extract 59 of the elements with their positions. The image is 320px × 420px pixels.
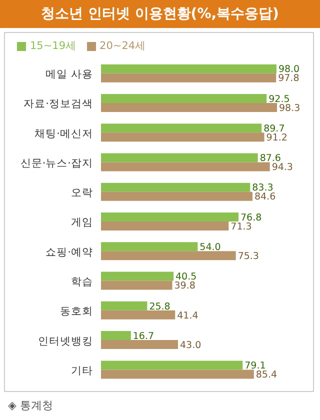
- data-label: 98.3: [279, 102, 300, 114]
- data-label: 79.1: [244, 360, 266, 372]
- y-tick-label: 신문·뉴스·잡지: [20, 157, 93, 170]
- data-label: 16.7: [132, 330, 154, 342]
- legend-label: 15~19세: [30, 40, 77, 52]
- data-label: 94.3: [272, 162, 293, 174]
- bar: [101, 370, 254, 379]
- legend-label: 20~24세: [100, 40, 146, 52]
- bar: [101, 340, 178, 350]
- y-tick-label: 기타: [71, 364, 93, 377]
- data-label: 25.8: [149, 301, 170, 312]
- bar: [101, 310, 176, 320]
- bar: [101, 242, 198, 252]
- data-label: 83.3: [252, 182, 274, 194]
- data-label: 75.3: [238, 250, 259, 262]
- y-tick-label: 메일 사용: [46, 68, 93, 81]
- bar: [101, 64, 276, 74]
- bar: [101, 301, 148, 310]
- data-label: 40.5: [176, 272, 197, 283]
- data-label: 43.0: [180, 340, 202, 351]
- data-label: 91.2: [266, 132, 288, 144]
- bar: [101, 102, 277, 112]
- data-label: 54.0: [200, 242, 221, 253]
- data-label: 92.5: [268, 94, 290, 105]
- bar: [101, 272, 174, 281]
- bar: [101, 360, 243, 370]
- data-label: 89.7: [264, 123, 285, 134]
- bar: [101, 222, 229, 231]
- data-label: 87.6: [260, 153, 281, 164]
- bar: [101, 251, 236, 260]
- y-tick-label: 인터넷뱅킹: [38, 335, 93, 348]
- data-label: 76.8: [240, 212, 262, 224]
- bar: [101, 212, 239, 222]
- bar: [101, 162, 270, 172]
- bar: [101, 192, 252, 201]
- y-tick-label: 오락: [71, 187, 93, 200]
- bar: [101, 182, 250, 192]
- chart-title: 청소년 인터넷 이용현황(%,복수응답): [0, 0, 320, 28]
- bar: [101, 124, 262, 133]
- y-tick-label: 동호회: [60, 306, 93, 318]
- data-label: 97.8: [278, 73, 300, 84]
- bar: [101, 73, 276, 82]
- bar: [101, 94, 267, 103]
- data-label: 85.4: [256, 370, 278, 381]
- data-label: 98.0: [278, 64, 300, 76]
- data-label: 39.8: [174, 280, 196, 292]
- y-tick-label: 채팅·메신저: [34, 128, 93, 140]
- bar: [101, 153, 258, 162]
- y-tick-label: 게임: [71, 216, 93, 229]
- bar: [101, 280, 172, 290]
- data-label: 84.6: [254, 192, 276, 203]
- data-label: 71.3: [230, 221, 252, 232]
- y-tick-label: 학습: [71, 276, 93, 288]
- y-tick-label: 자료·정보검색: [24, 98, 93, 110]
- y-tick-label: 쇼핑·예약: [46, 246, 93, 258]
- bar: [101, 331, 131, 340]
- bar: [101, 132, 264, 142]
- text: ◈ 통계청: [8, 398, 53, 413]
- data-label: 41.4: [177, 310, 198, 322]
